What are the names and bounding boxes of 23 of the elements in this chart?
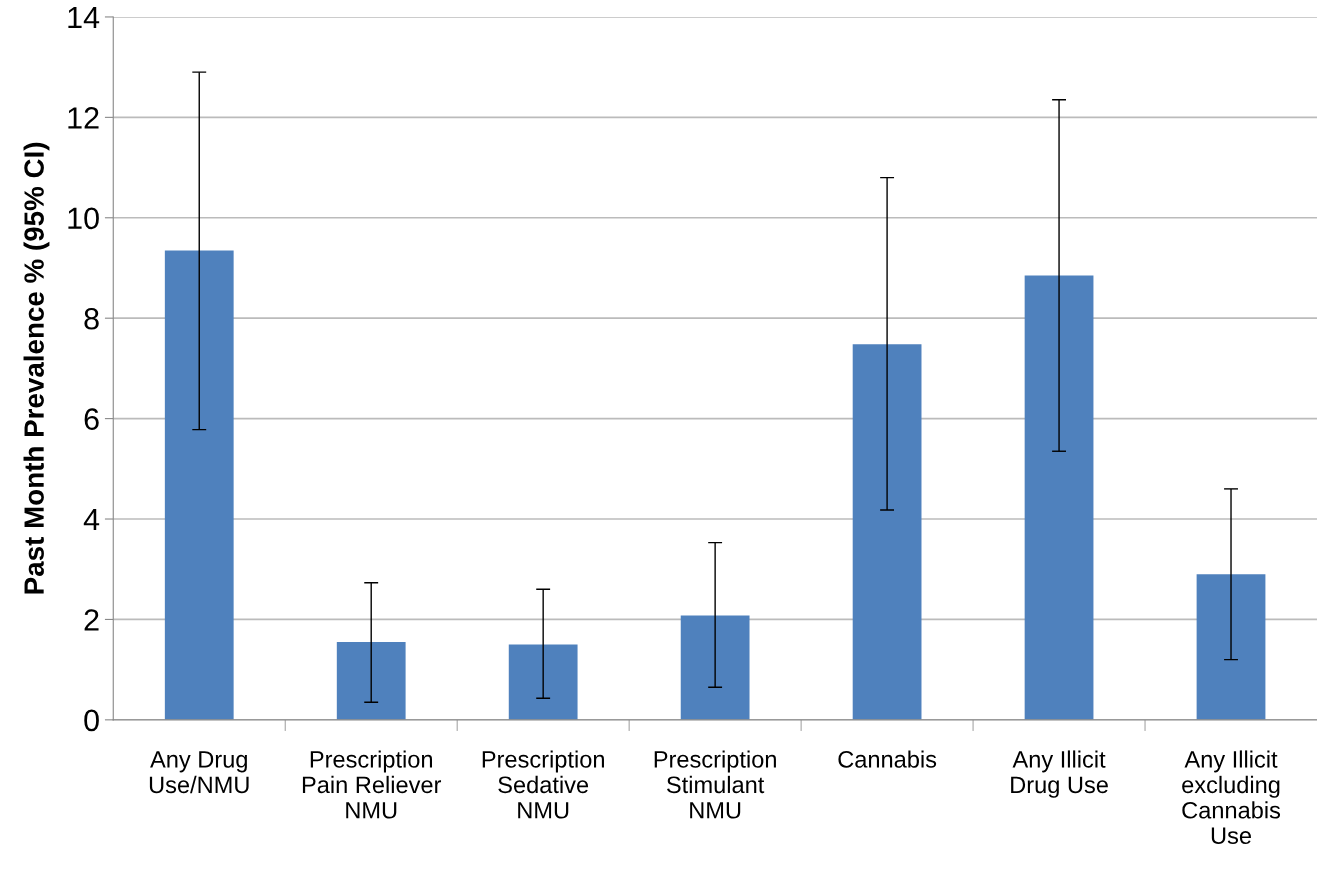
bar [1024,275,1094,720]
y-tick-label: 2 [84,609,99,631]
x-tick-label: Prescription Sedative NMU [482,750,604,819]
bar [852,344,922,720]
x-tick-label: Any Illicit Drug Use [1011,750,1108,798]
y-tick-label: 8 [84,307,99,330]
x-tick-label: Cannabis [838,750,937,768]
x-tick-label: Any Drug Use/NMU [149,751,249,794]
y-tick-label: 14 [68,7,100,29]
y-axis-title: Past Month Prevalence % (95% CI) [23,142,50,594]
bar [1196,574,1266,720]
bar [680,615,750,720]
bar [164,250,234,720]
y-tick-label: 12 [68,107,99,129]
x-tick-label: Prescription Pain Reliever NMU [302,750,442,819]
y-tick-label: 4 [83,509,100,531]
x-tick-label: Any Illicit excluding Cannabis Use [1182,750,1281,845]
y-tick-label: 6 [84,408,99,430]
bar [336,642,406,720]
x-tick-label: Prescription Stimulant NMU [654,750,776,819]
y-tick-label: 10 [68,207,99,230]
bar [508,644,578,720]
y-tick-label: 0 [84,709,99,732]
